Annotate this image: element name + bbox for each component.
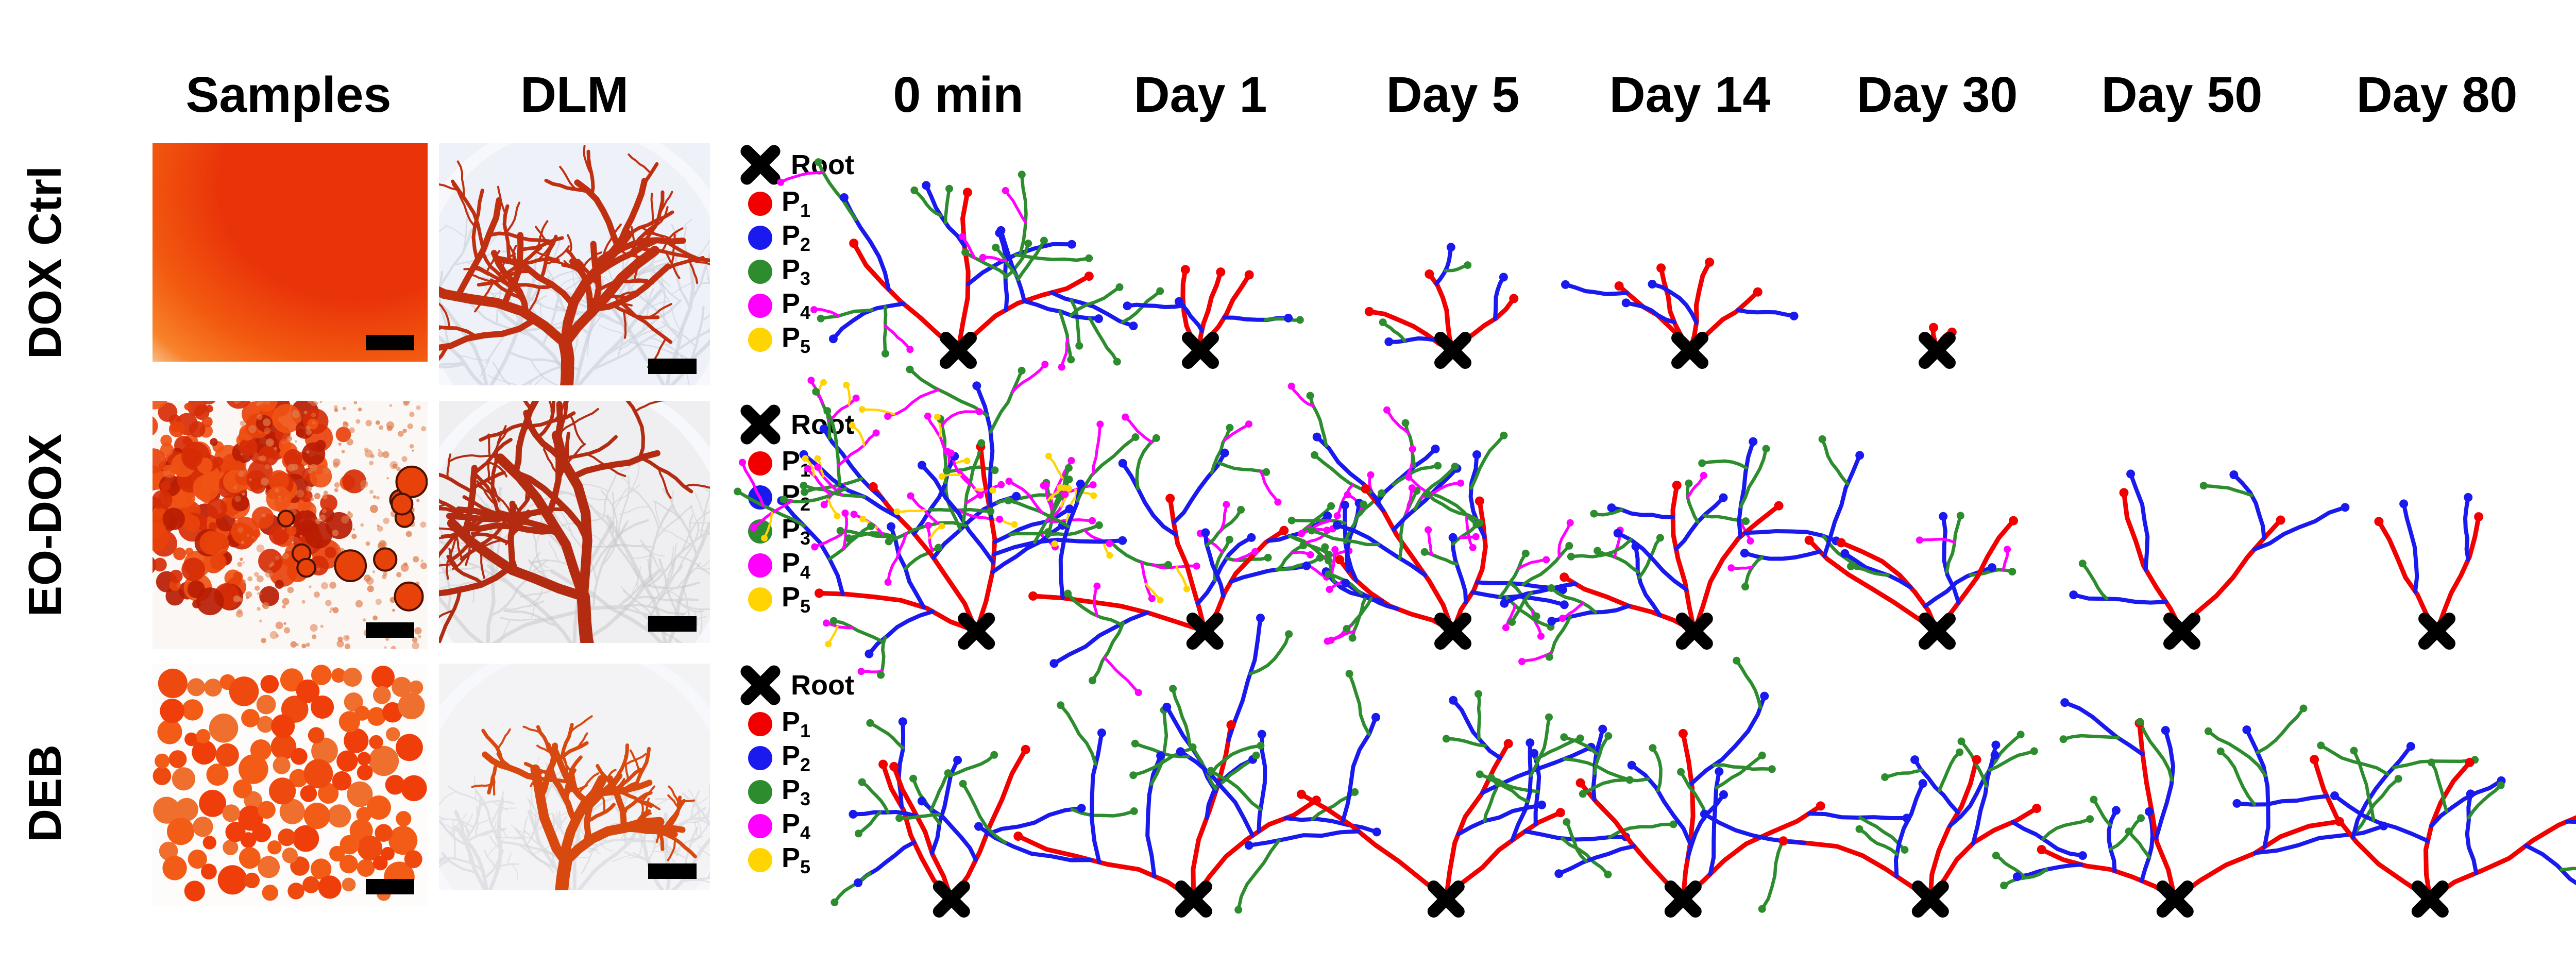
tree-dox-ctrl-day1 <box>1087 160 1314 369</box>
dlm-photo-deb <box>439 664 710 890</box>
sample-photo-eo-dox <box>152 401 428 649</box>
legend-p4-label: P4 <box>782 547 811 583</box>
p5-marker-icon <box>748 848 772 872</box>
legend-root-label: Root <box>791 670 854 701</box>
tree-dox-ctrl-day50 <box>2069 160 2295 366</box>
scale-bar <box>366 622 414 638</box>
tree-eo-dox-0min <box>734 361 1200 679</box>
tree-deb-day5 <box>1234 667 1677 918</box>
tree-eo-dox-day14 <box>1500 410 1861 665</box>
legend-p2-label: P2 <box>782 219 811 255</box>
legend-item-p3: P3 <box>739 775 884 809</box>
legend-p4-label: P4 <box>782 808 811 843</box>
tree-eo-dox-day50 <box>2069 410 2350 650</box>
p1-marker-icon <box>748 191 772 216</box>
legend-item-root: Root <box>739 403 884 446</box>
column-header-day80: Day 80 <box>2356 66 2518 123</box>
root-marker-icon <box>740 404 781 445</box>
legend-p5-label: P5 <box>782 321 811 357</box>
tree-legend: Root P1 P2 P3 P4 P5 <box>739 143 884 357</box>
scale-bar <box>648 616 697 632</box>
tree-dox-ctrl-day80 <box>2324 160 2550 366</box>
tree-legend: Root P1 P2 P3 P4 P5 <box>739 664 884 877</box>
tree-dox-ctrl-day5 <box>1340 160 1566 369</box>
tree-deb-day50 <box>1992 667 2402 918</box>
sample-photo-dox-ctrl <box>152 143 428 362</box>
p5-marker-icon <box>748 587 772 612</box>
p3-marker-icon <box>748 779 772 804</box>
legend-p1-label: P1 <box>782 706 811 741</box>
legend-p5-label: P5 <box>782 581 811 617</box>
legend-item-p2: P2 <box>739 741 884 775</box>
p5-marker-icon <box>748 327 772 352</box>
legend-p1-label: P1 <box>782 185 811 221</box>
legend-p3-label: P3 <box>782 253 811 289</box>
tree-eo-dox-day30 <box>1727 410 2050 650</box>
legend-p4-label: P4 <box>782 287 811 323</box>
legend-item-p2: P2 <box>739 221 884 255</box>
legend-item-p4: P4 <box>739 289 884 323</box>
tree-deb-day1 <box>959 614 1381 918</box>
column-header-day14: Day 14 <box>1609 66 1771 123</box>
tree-deb-day30 <box>1700 667 2094 918</box>
scale-bar <box>366 335 414 350</box>
column-header-samples: Samples <box>185 66 392 123</box>
tree-eo-dox-day1 <box>1004 410 1353 697</box>
tree-dox-ctrl-day30 <box>1824 160 2050 369</box>
p4-marker-icon <box>748 814 772 838</box>
p3-marker-icon <box>748 259 772 284</box>
legend-item-p1: P1 <box>739 707 884 741</box>
legend-item-p4: P4 <box>739 548 884 582</box>
legend-root-label: Root <box>791 409 854 440</box>
scale-bar <box>366 879 414 894</box>
dlm-photo-eo-dox <box>439 401 710 643</box>
legend-p5-label: P5 <box>782 842 811 877</box>
row-label-deb: DEB <box>19 744 71 843</box>
p2-marker-icon <box>748 745 772 770</box>
legend-item-p5: P5 <box>739 323 884 357</box>
column-header-day30: Day 30 <box>1856 66 2018 123</box>
legend-item-p3: P3 <box>739 255 884 289</box>
dlm-photo-dox-ctrl <box>439 143 710 385</box>
scale-bar <box>648 359 697 374</box>
tree-dox-ctrl-day14 <box>1561 160 1803 369</box>
tree-deb-day80 <box>2216 667 2576 918</box>
column-header-dlm: DLM <box>520 66 629 123</box>
legend-p3-label: P3 <box>782 774 811 809</box>
tree-eo-dox-day5 <box>1287 382 1574 650</box>
row-label-eo-dox: EO-DOX <box>19 434 71 617</box>
sample-photo-deb <box>152 664 428 906</box>
legend-item-p5: P5 <box>739 582 884 616</box>
column-header-day1: Day 1 <box>1133 66 1267 123</box>
p4-marker-icon <box>748 293 772 318</box>
legend-item-p1: P1 <box>739 187 884 221</box>
column-header-day5: Day 5 <box>1386 66 1520 123</box>
column-header-0min: 0 min <box>893 66 1024 123</box>
p4-marker-icon <box>748 553 772 578</box>
column-header-day50: Day 50 <box>2101 66 2263 123</box>
root-marker-icon <box>740 145 781 185</box>
p2-marker-icon <box>748 225 772 250</box>
p1-marker-icon <box>748 711 772 736</box>
tree-dox-ctrl-0min <box>777 158 1164 371</box>
legend-item-p5: P5 <box>739 843 884 877</box>
p1-marker-icon <box>748 451 772 476</box>
tree-deb-day14 <box>1554 656 1911 918</box>
tree-legend: Root P1 P2 P3 P4 P5 <box>739 403 884 616</box>
scale-bar <box>648 863 697 879</box>
tree-deb-0min <box>831 667 1138 918</box>
root-marker-icon <box>740 665 781 705</box>
tree-eo-dox-day80 <box>2324 410 2550 650</box>
legend-item-root: Root <box>739 664 884 707</box>
row-label-dox-ctrl: DOX Ctrl <box>19 166 71 360</box>
legend-item-p4: P4 <box>739 809 884 843</box>
legend-p2-label: P2 <box>782 740 811 775</box>
